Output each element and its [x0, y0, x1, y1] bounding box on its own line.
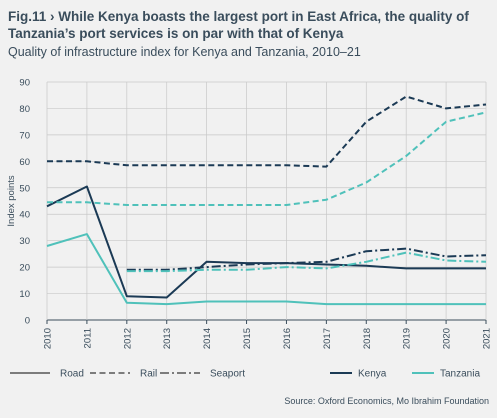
legend-label-kenya: Kenya [358, 369, 387, 380]
chart-subtitle: Quality of infrastructure index for Keny… [8, 45, 361, 59]
series-line-kenya-seaport [126, 247, 487, 271]
x-tick-label: 2013 [162, 328, 173, 349]
y-tick-label: 20 [19, 263, 30, 274]
x-tick-label: 2019 [402, 328, 413, 349]
series-line-kenya-road [46, 185, 486, 299]
y-tick-label: 40 [19, 210, 30, 221]
x-tick-label: 2021 [482, 328, 493, 349]
x-tick-label: 2018 [362, 328, 373, 349]
x-tick-label: 2016 [282, 328, 293, 349]
y-tick-label: 80 [19, 104, 30, 115]
y-tick-label: 0 [25, 316, 30, 327]
y-tick-label: 30 [19, 236, 30, 247]
x-tick-label: 2017 [322, 328, 333, 349]
y-axis-label: Index points [6, 175, 17, 226]
line-chart: 0 10 20 30 40 50 60 70 80 90 Index points 2010 2011 2… [6, 78, 493, 380]
x-tick-label: 2012 [122, 328, 133, 349]
source-note: Source: Oxford Economics, Mo Ibrahim Fou… [284, 396, 489, 406]
x-tick-label: 2020 [442, 328, 453, 349]
y-tick-label: 10 [19, 289, 30, 300]
series-line-tanzania-road [46, 233, 486, 306]
y-tick-label: 50 [19, 183, 30, 194]
series-line-kenya-rail [47, 95, 487, 168]
series-line-tanzania-rail [47, 111, 487, 206]
x-tick-label: 2011 [82, 328, 93, 348]
y-tick-label: 70 [19, 130, 30, 141]
legend-label-rail: Rail [140, 369, 157, 380]
legend-label-tanzania: Tanzania [440, 369, 480, 380]
x-tick-label: 2010 [43, 328, 54, 349]
legend-label-road: Road [60, 369, 84, 380]
legend-label-seaport: Seaport [210, 369, 245, 380]
x-tick-label: 2015 [242, 328, 253, 349]
x-tick-label: 2014 [202, 328, 213, 349]
chart-title: Fig.11 › While Kenya boasts the largest … [8, 9, 469, 41]
y-tick-label: 90 [19, 78, 30, 89]
series-line-tanzania-seaport [126, 251, 487, 273]
y-tick-label: 60 [19, 157, 30, 168]
